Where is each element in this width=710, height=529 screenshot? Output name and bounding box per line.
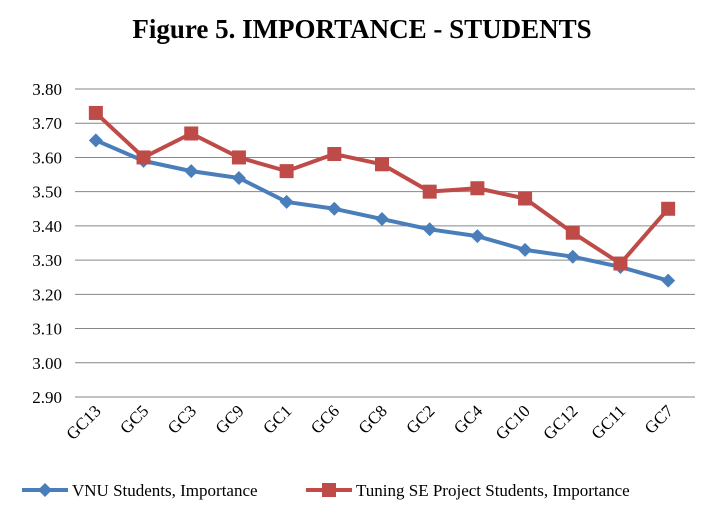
legend-label: VNU Students, Importance: [72, 481, 258, 500]
data-point-square: [613, 256, 628, 271]
x-tick-label: GC11: [588, 401, 630, 443]
data-point-diamond: [184, 164, 199, 179]
x-tick-label: GC9: [212, 401, 248, 437]
x-tick-label: GC7: [641, 401, 677, 437]
data-point-square: [184, 126, 199, 141]
x-tick-label: GC8: [355, 401, 391, 437]
data-point-diamond: [327, 201, 342, 216]
data-point-square: [518, 191, 533, 206]
legend-marker-square: [322, 483, 336, 497]
data-point-diamond: [518, 242, 533, 257]
x-tick-label: GC10: [492, 401, 534, 443]
legend-marker-diamond: [38, 483, 52, 497]
data-point-diamond: [88, 133, 103, 148]
data-point-square: [470, 181, 485, 196]
y-tick-label: 3.10: [32, 320, 62, 339]
y-tick-label: 3.30: [32, 251, 62, 270]
data-point-square: [565, 225, 580, 240]
y-tick-label: 3.70: [32, 114, 62, 133]
data-point-diamond: [565, 249, 580, 264]
x-tick-label: GC1: [259, 401, 295, 437]
data-point-square: [422, 184, 437, 199]
data-point-square: [231, 150, 246, 165]
series-line-1: [94, 111, 670, 266]
data-point-diamond: [422, 222, 437, 237]
data-point-square: [327, 147, 342, 162]
legend-label: Tuning SE Project Students, Importance: [356, 481, 630, 500]
x-tick-label: GC4: [450, 401, 486, 437]
x-tick-label: GC6: [307, 401, 343, 437]
y-tick-label: 3.40: [32, 217, 62, 236]
y-tick-label: 2.90: [32, 388, 62, 407]
data-point-diamond: [375, 212, 389, 227]
y-tick-label: 3.20: [32, 285, 62, 304]
x-tick-label: GC13: [63, 401, 105, 443]
y-tick-label: 3.60: [32, 148, 62, 167]
y-tick-label: 3.00: [32, 354, 62, 373]
data-point-square: [136, 150, 151, 165]
chart-title: Figure 5. IMPORTANCE - STUDENTS: [132, 14, 591, 44]
y-tick-label: 3.80: [32, 80, 62, 99]
data-point-square: [88, 105, 103, 120]
x-tick-label: GC3: [164, 401, 200, 437]
data-point-square: [375, 157, 389, 172]
y-tick-label: 3.50: [32, 183, 62, 202]
x-tick-label: GC2: [402, 401, 438, 437]
x-tick-label: GC12: [539, 401, 581, 443]
data-point-diamond: [279, 194, 294, 209]
data-point-diamond: [661, 273, 676, 288]
data-point-diamond: [231, 170, 246, 185]
x-tick-label: GC5: [116, 401, 152, 437]
data-point-square: [279, 164, 294, 179]
data-point-diamond: [470, 229, 485, 244]
data-point-square: [661, 201, 676, 216]
